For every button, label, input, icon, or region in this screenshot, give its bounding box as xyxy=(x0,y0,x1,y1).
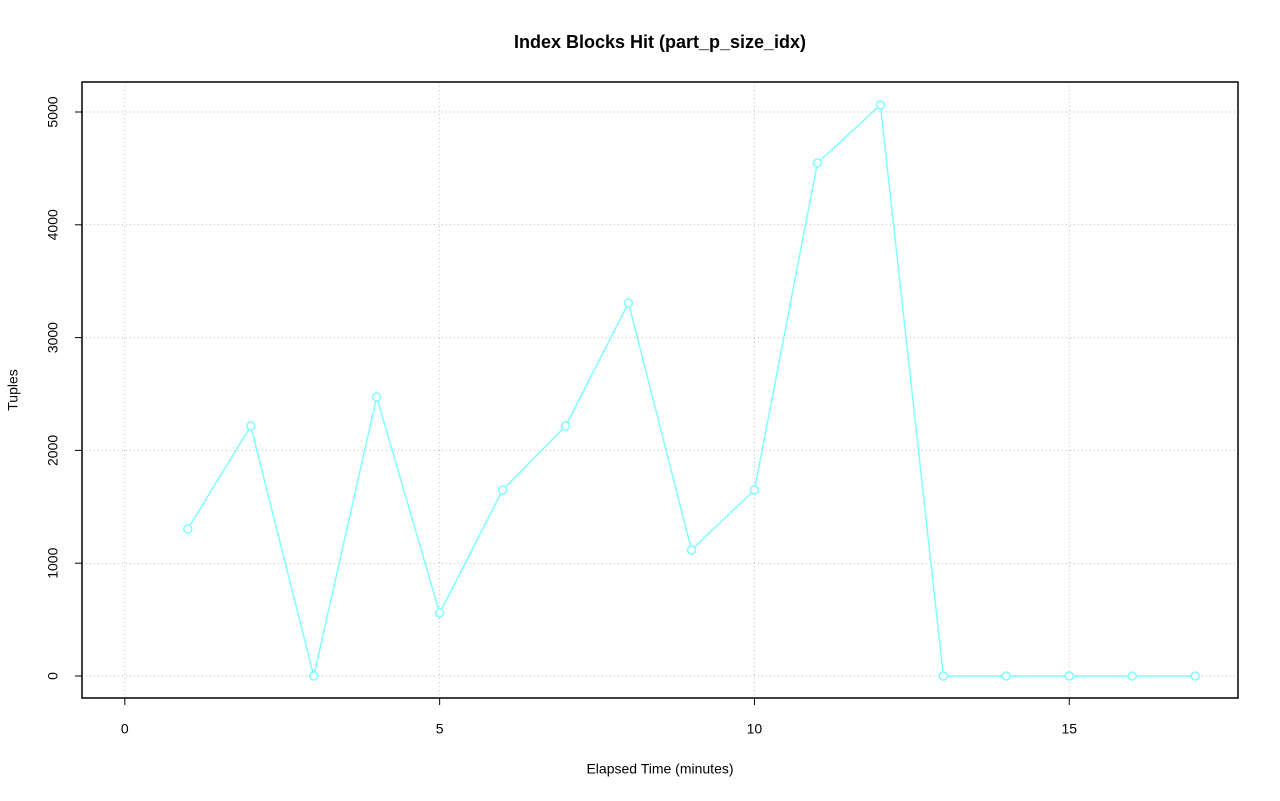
data-point xyxy=(1064,671,1075,681)
data-point xyxy=(560,421,571,431)
data-point xyxy=(623,298,634,308)
data-point xyxy=(371,392,382,402)
x-tick-label: 0 xyxy=(121,721,129,737)
data-point xyxy=(686,545,697,555)
data-point xyxy=(875,100,886,110)
chart-title: Index Blocks Hit (part_p_size_idx) xyxy=(514,32,806,52)
x-axis-label: Elapsed Time (minutes) xyxy=(586,761,733,777)
data-point xyxy=(938,671,949,681)
x-tick-label: 10 xyxy=(747,721,763,737)
y-tick-label: 2000 xyxy=(45,435,61,466)
y-tick-label: 4000 xyxy=(45,209,61,240)
y-tick-label: 3000 xyxy=(45,322,61,353)
data-point xyxy=(245,421,256,431)
data-point xyxy=(1190,671,1200,681)
x-tick-label: 15 xyxy=(1061,721,1077,737)
x-tick-label: 5 xyxy=(436,721,444,737)
data-point xyxy=(497,485,508,495)
y-tick-label: 0 xyxy=(45,672,61,680)
y-axis-label: Tuples xyxy=(5,369,21,411)
data-point xyxy=(183,524,193,534)
data-point xyxy=(434,608,445,618)
plot-frame xyxy=(81,81,1239,699)
y-tick-label: 5000 xyxy=(45,96,61,127)
data-point xyxy=(749,485,760,495)
data-point xyxy=(1001,671,1012,681)
data-point xyxy=(812,158,823,168)
data-point xyxy=(1127,671,1137,681)
series-line xyxy=(187,103,1196,677)
y-tick-label: 1000 xyxy=(45,547,61,578)
data-point xyxy=(308,671,319,681)
